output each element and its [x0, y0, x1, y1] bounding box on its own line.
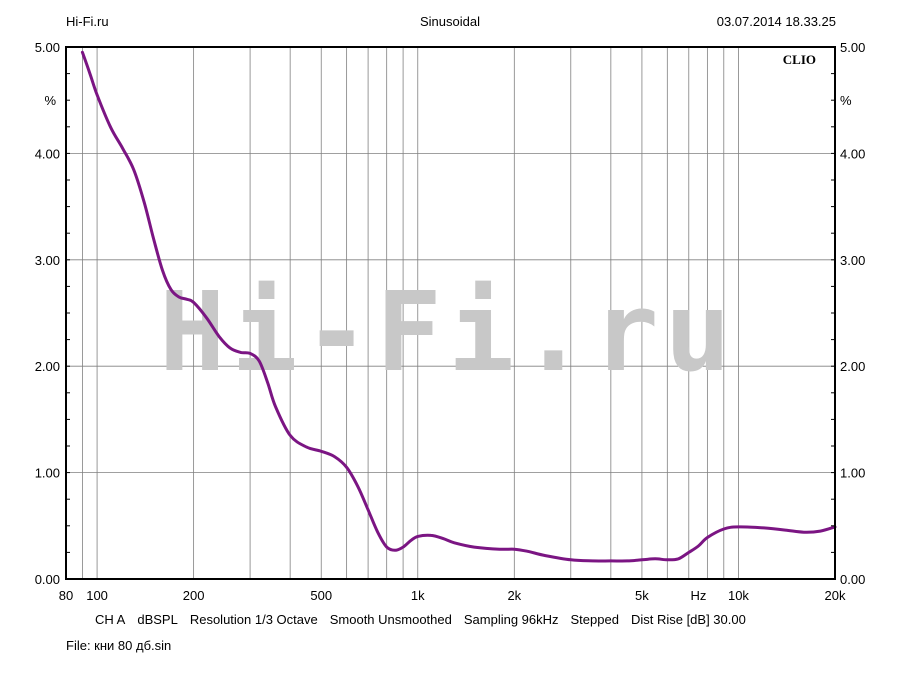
- y-tick-label-right: 1.00: [840, 466, 865, 481]
- y-tick-label-left: 5.00: [35, 40, 60, 55]
- setting-item: dBSPL: [137, 612, 178, 627]
- header-site-label: Hi-Fi.ru: [66, 14, 109, 29]
- chart-mode-label: Sinusoidal: [420, 14, 480, 29]
- setting-item: Stepped: [570, 612, 619, 627]
- y-tick-label-right: 2.00: [840, 359, 865, 374]
- x-tick-label: 500: [310, 588, 332, 603]
- x-tick-label: Hz: [690, 588, 706, 603]
- clio-brand-tag: CLIO: [783, 52, 816, 67]
- setting-item: Dist Rise [dB] 30.00: [630, 612, 746, 627]
- y-tick-label-right: 4.00: [840, 146, 865, 161]
- measurement-settings: CH A dBSPL Resolution 1/3 Octave Smooth Uns…: [95, 612, 758, 627]
- x-tick-label: 2k: [507, 588, 521, 603]
- file-name-label: File: кни 80 дб.sin: [66, 638, 172, 653]
- y-tick-label-left: 1.00: [35, 466, 60, 481]
- y-tick-label-left: 3.00: [35, 253, 60, 268]
- setting-item: CH A: [95, 612, 126, 627]
- x-tick-label: 5k: [635, 588, 649, 603]
- y-tick-label-right: 0.00: [840, 572, 865, 587]
- x-tick-label: 80: [59, 588, 73, 603]
- y-unit-label-right: %: [840, 93, 852, 108]
- timestamp-label: 03.07.2014 18.33.25: [716, 14, 836, 29]
- x-tick-label: 10k: [728, 588, 749, 603]
- distortion-curve: [80, 50, 837, 563]
- y-tick-label-left: 2.00: [35, 359, 60, 374]
- x-tick-label: 1k: [411, 588, 425, 603]
- x-tick-label: 200: [183, 588, 205, 603]
- setting-item: Resolution 1/3 Octave: [189, 612, 318, 627]
- setting-item: Smooth Unsmoothed: [329, 612, 452, 627]
- axis-labels: 0.00 0.00 1.00 1.00 2.00 2.00 3.00 3.00 4.00 4.00…: [35, 40, 866, 603]
- y-tick-label-left: 0.00: [35, 572, 60, 587]
- y-unit-label-left: %: [44, 93, 56, 108]
- x-tick-label: 100: [86, 588, 108, 603]
- y-tick-label-right: 3.00: [840, 253, 865, 268]
- y-tick-label-left: 4.00: [35, 146, 60, 161]
- x-tick-label: 20k: [825, 588, 846, 603]
- y-tick-label-right: 5.00: [840, 40, 865, 55]
- setting-item: Sampling 96kHz: [463, 612, 559, 627]
- grid-lines: [66, 46, 836, 580]
- watermark-text: Hi-Fi.ru: [159, 268, 737, 396]
